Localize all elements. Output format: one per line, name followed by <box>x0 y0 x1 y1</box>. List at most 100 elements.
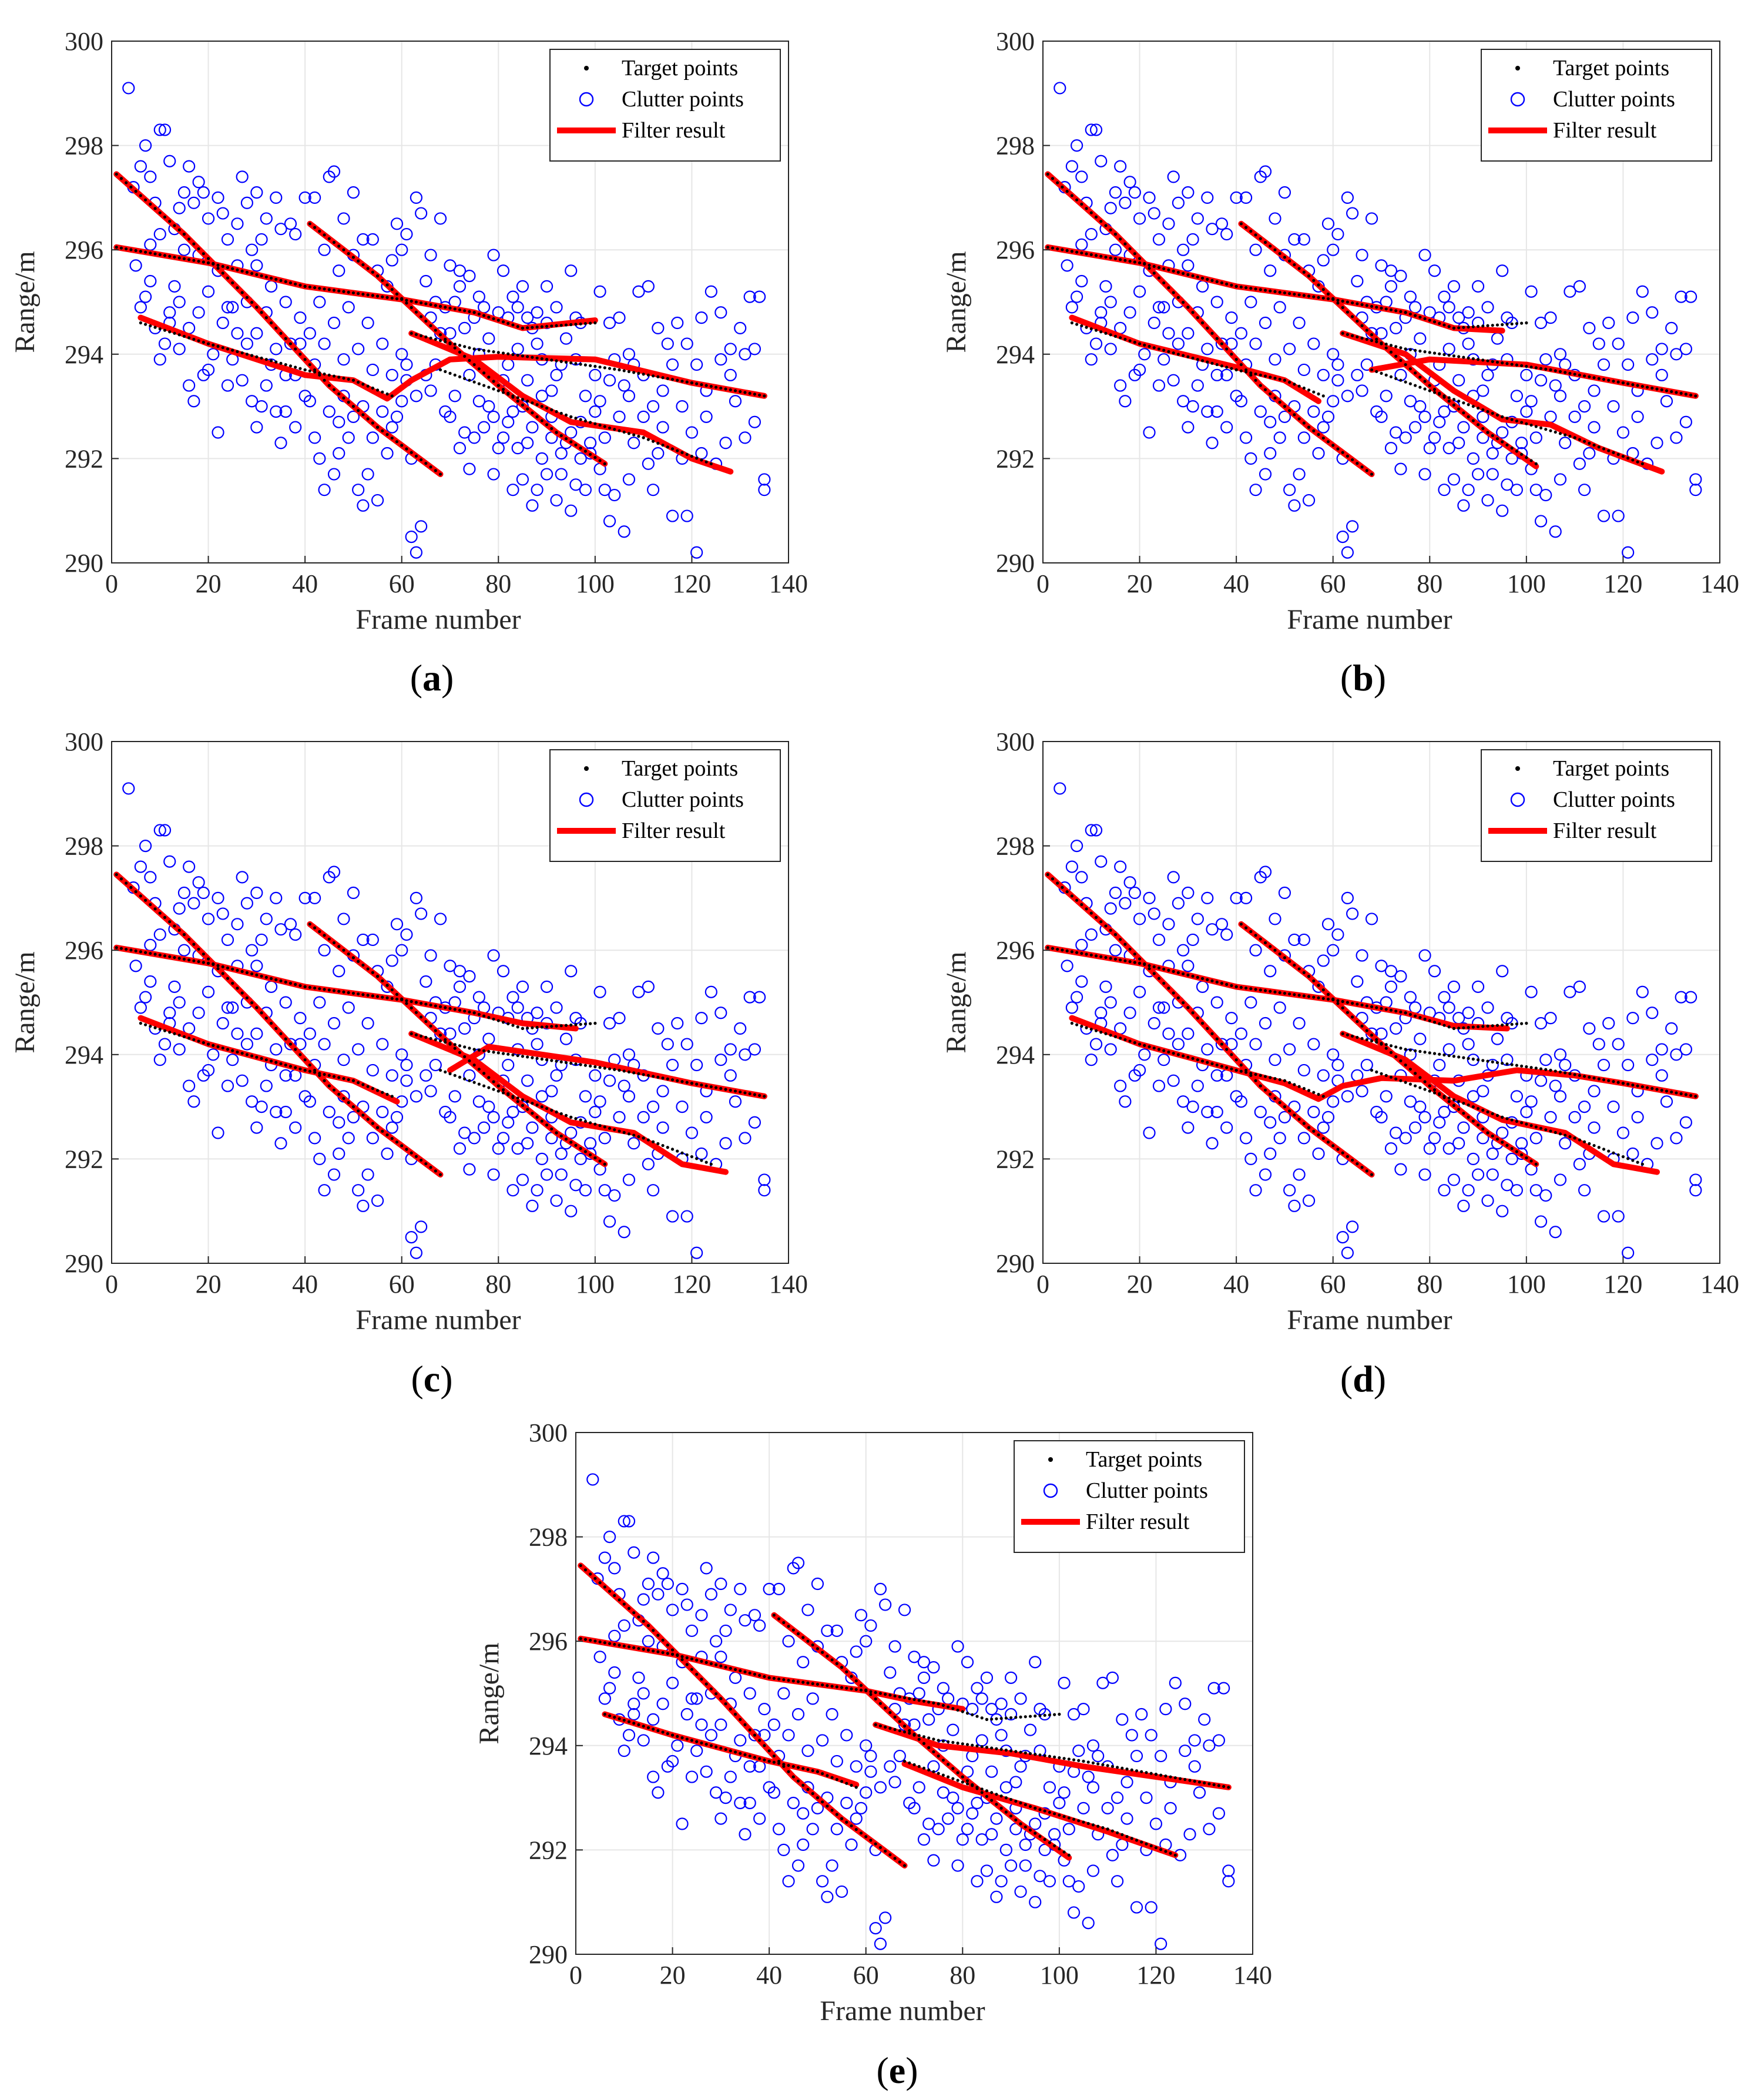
clutter-point <box>1549 1226 1562 1239</box>
clutter-point <box>526 1121 539 1134</box>
target-point <box>375 975 380 978</box>
target-point <box>564 1138 568 1141</box>
clutter-point <box>472 395 485 408</box>
clutter-point <box>1457 499 1470 512</box>
clutter-point <box>854 1802 868 1814</box>
target-point <box>1164 1850 1167 1853</box>
target-point <box>255 306 259 309</box>
clutter-point <box>323 1105 336 1119</box>
clutter-point <box>226 301 239 314</box>
target-point <box>347 377 350 381</box>
clutter-point <box>1670 431 1683 444</box>
target-point <box>1501 440 1504 444</box>
target-point <box>564 1061 568 1065</box>
target-point <box>395 292 399 296</box>
legend-target-marker <box>584 766 589 771</box>
target-point <box>327 1074 331 1077</box>
clutter-point <box>1029 1817 1042 1830</box>
clutter-point <box>632 985 645 998</box>
clutter-point <box>1399 1132 1412 1145</box>
target-point <box>119 947 123 950</box>
clutter-point <box>618 525 630 538</box>
clutter-point <box>1283 343 1296 355</box>
target-point <box>1467 356 1470 360</box>
target-point <box>197 259 200 263</box>
axes-box <box>1042 41 1720 563</box>
clutter-point <box>337 1054 350 1066</box>
target-point <box>1457 1026 1461 1030</box>
clutter-point <box>1452 437 1465 449</box>
clutter-point <box>1573 980 1586 993</box>
target-point <box>661 1730 665 1734</box>
target-point <box>912 1698 916 1701</box>
target-point <box>496 1051 500 1055</box>
x-tick-label: 60 <box>1320 1270 1346 1299</box>
target-point <box>1501 1062 1504 1065</box>
target-point <box>864 1835 868 1839</box>
clutter-point <box>1384 980 1398 993</box>
clutter-point <box>1554 390 1567 402</box>
clutter-point <box>1240 891 1253 905</box>
clutter-point <box>535 390 548 402</box>
clutter-point <box>1278 410 1291 423</box>
target-point <box>303 284 307 288</box>
clutter-point <box>1685 991 1697 1004</box>
target-point <box>680 1658 684 1662</box>
target-point <box>603 1641 606 1645</box>
clutter-point <box>516 980 529 993</box>
target-point <box>1135 1839 1139 1842</box>
clutter-point <box>448 390 461 402</box>
target-point <box>971 1784 974 1787</box>
target-point <box>714 1663 718 1666</box>
clutter-point <box>598 484 611 497</box>
clutter-point <box>1009 1776 1022 1789</box>
target-point <box>414 1001 418 1004</box>
target-point <box>540 1057 543 1061</box>
target-point <box>695 1082 699 1086</box>
target-point <box>434 1029 437 1032</box>
target-point <box>1501 361 1504 365</box>
clutter-point <box>381 447 394 460</box>
target-point <box>1481 324 1485 328</box>
target-point <box>1452 403 1456 407</box>
target-point <box>613 1068 616 1071</box>
clutter-point <box>298 891 311 905</box>
target-point <box>274 1026 278 1030</box>
target-point <box>1225 1048 1229 1051</box>
clutter-point <box>434 913 447 925</box>
target-point <box>646 1648 650 1652</box>
target-point <box>733 1089 737 1093</box>
target-point <box>231 267 234 270</box>
target-point <box>501 351 505 355</box>
clutter-point <box>1297 1132 1310 1145</box>
target-point <box>1138 342 1142 345</box>
target-point <box>1399 346 1403 350</box>
target-point <box>999 1747 1003 1751</box>
target-point <box>1220 1042 1224 1046</box>
clutter-point <box>1085 824 1098 837</box>
clutter-point <box>1554 348 1567 361</box>
target-point <box>1307 995 1311 998</box>
target-point <box>1028 1715 1032 1718</box>
target-point <box>589 421 592 424</box>
target-point <box>1140 1840 1143 1844</box>
clutter-point <box>1048 1828 1061 1841</box>
target-point <box>690 454 694 458</box>
target-point <box>593 456 597 459</box>
target-point <box>381 1091 384 1094</box>
target-point <box>1123 942 1127 946</box>
target-point <box>385 1092 389 1096</box>
target-point <box>313 926 317 930</box>
target-point <box>501 388 505 391</box>
clutter-point <box>985 1703 998 1716</box>
target-point <box>589 321 592 325</box>
target-point <box>351 378 355 382</box>
target-point <box>1481 408 1485 412</box>
target-point <box>313 226 317 229</box>
target-point <box>1004 1716 1008 1720</box>
target-point <box>1481 1127 1485 1130</box>
x-tick-label: 60 <box>1320 569 1346 598</box>
target-point <box>1113 334 1118 338</box>
clutter-point <box>719 1137 732 1150</box>
target-point <box>1038 1753 1042 1757</box>
